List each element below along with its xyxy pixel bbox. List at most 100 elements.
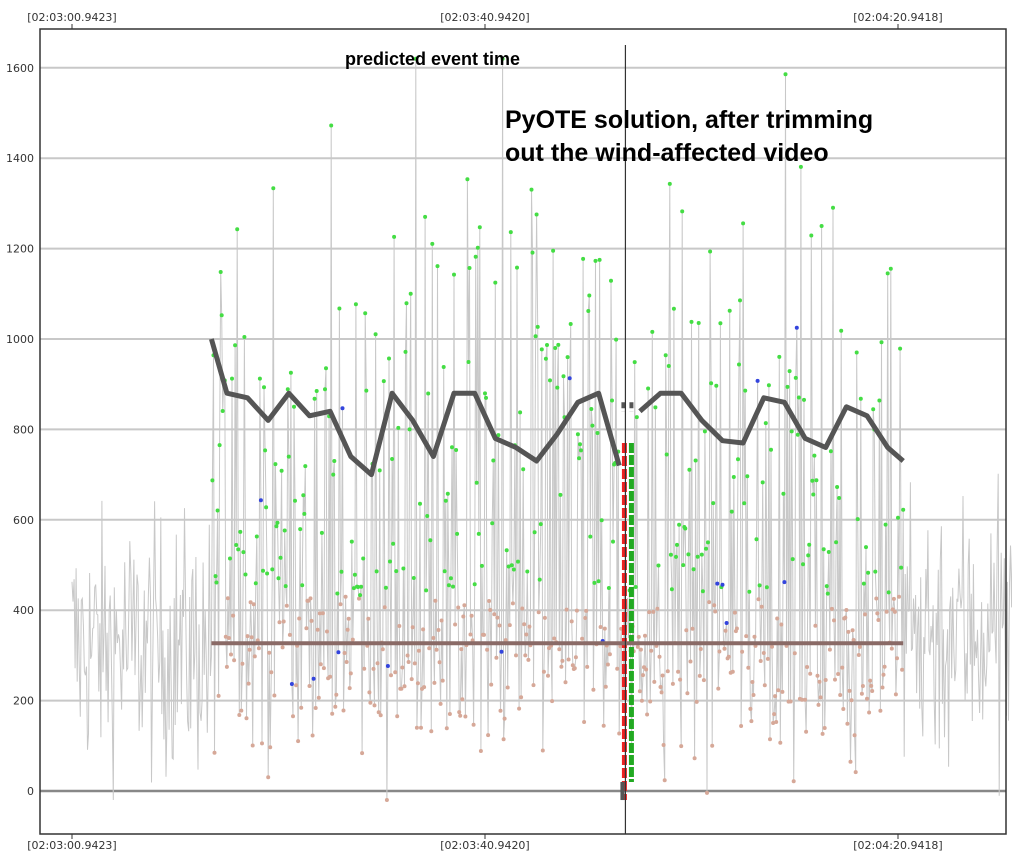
data-point — [466, 360, 471, 364]
data-point — [231, 613, 236, 618]
data-point — [726, 654, 731, 659]
data-point — [848, 759, 853, 764]
data-point — [395, 714, 400, 719]
data-point — [560, 658, 565, 663]
y-tick-label: 200 — [13, 695, 34, 708]
data-point — [865, 696, 869, 701]
data-point — [755, 378, 760, 383]
data-point — [588, 534, 593, 539]
data-point — [851, 638, 856, 642]
data-point — [699, 552, 704, 557]
data-point — [232, 658, 237, 663]
data-point — [520, 606, 525, 611]
data-point — [771, 721, 776, 725]
data-point — [718, 321, 723, 326]
data-point — [274, 524, 279, 529]
data-point — [671, 306, 676, 311]
data-point — [645, 712, 650, 717]
data-point — [318, 662, 323, 667]
data-point — [658, 685, 663, 689]
data-point — [453, 622, 458, 627]
data-point — [761, 651, 766, 655]
data-point — [634, 415, 639, 420]
data-point — [833, 677, 837, 682]
data-point — [780, 689, 785, 694]
data-point — [419, 725, 423, 730]
data-point — [429, 729, 434, 734]
data-point — [586, 309, 591, 313]
data-point — [265, 571, 270, 576]
data-point — [853, 770, 858, 775]
data-point — [244, 716, 249, 721]
data-point — [678, 677, 683, 682]
data-point — [606, 586, 611, 590]
data-point — [898, 346, 903, 351]
data-point — [325, 629, 329, 634]
data-point — [895, 656, 899, 661]
data-point — [283, 584, 288, 589]
data-point — [268, 745, 273, 750]
data-point — [230, 376, 234, 381]
data-point — [539, 347, 544, 352]
data-point — [282, 528, 287, 533]
data-point — [776, 688, 781, 693]
data-point — [241, 550, 246, 555]
data-point — [281, 619, 286, 624]
data-point — [240, 661, 245, 666]
data-point — [469, 613, 474, 618]
data-point — [407, 427, 412, 432]
data-point — [867, 710, 872, 715]
data-point — [330, 711, 335, 716]
data-point — [234, 543, 239, 547]
data-point — [578, 442, 582, 447]
data-point — [770, 644, 774, 649]
data-point — [346, 616, 351, 621]
data-point — [460, 697, 465, 702]
data-point — [716, 686, 721, 691]
data-point — [681, 563, 686, 568]
data-point — [751, 693, 756, 697]
data-point — [505, 685, 510, 690]
data-point — [704, 546, 708, 551]
data-point — [498, 708, 503, 713]
data-point — [801, 562, 805, 567]
data-point — [871, 407, 876, 412]
data-point — [479, 563, 484, 568]
data-point — [510, 601, 515, 606]
data-point — [811, 492, 816, 497]
data-point — [239, 708, 244, 713]
data-point — [670, 681, 675, 686]
data-point — [478, 749, 483, 753]
data-point — [764, 585, 769, 590]
data-point — [496, 433, 501, 438]
data-point — [271, 186, 276, 191]
data-point — [499, 649, 504, 654]
data-point — [593, 258, 598, 263]
data-point — [796, 395, 801, 400]
data-point — [878, 708, 883, 713]
data-point — [815, 673, 820, 678]
data-point — [338, 602, 343, 607]
data-point — [242, 335, 247, 339]
data-point — [391, 541, 396, 546]
data-point — [299, 705, 304, 710]
data-point — [384, 798, 389, 802]
data-point — [551, 248, 556, 253]
data-point — [467, 266, 472, 270]
data-point — [605, 662, 610, 667]
data-point — [262, 385, 266, 390]
data-point — [474, 480, 479, 485]
y-tick-label: 1600 — [6, 62, 34, 75]
data-point — [425, 514, 430, 518]
data-point — [843, 615, 848, 620]
data-point — [793, 375, 798, 380]
data-point — [292, 404, 296, 409]
data-point — [421, 627, 426, 632]
data-point — [765, 656, 770, 661]
data-point — [307, 684, 312, 688]
data-point — [443, 498, 448, 503]
data-point — [777, 354, 782, 359]
data-point — [371, 666, 376, 671]
data-point — [577, 456, 581, 461]
data-point — [229, 652, 233, 657]
